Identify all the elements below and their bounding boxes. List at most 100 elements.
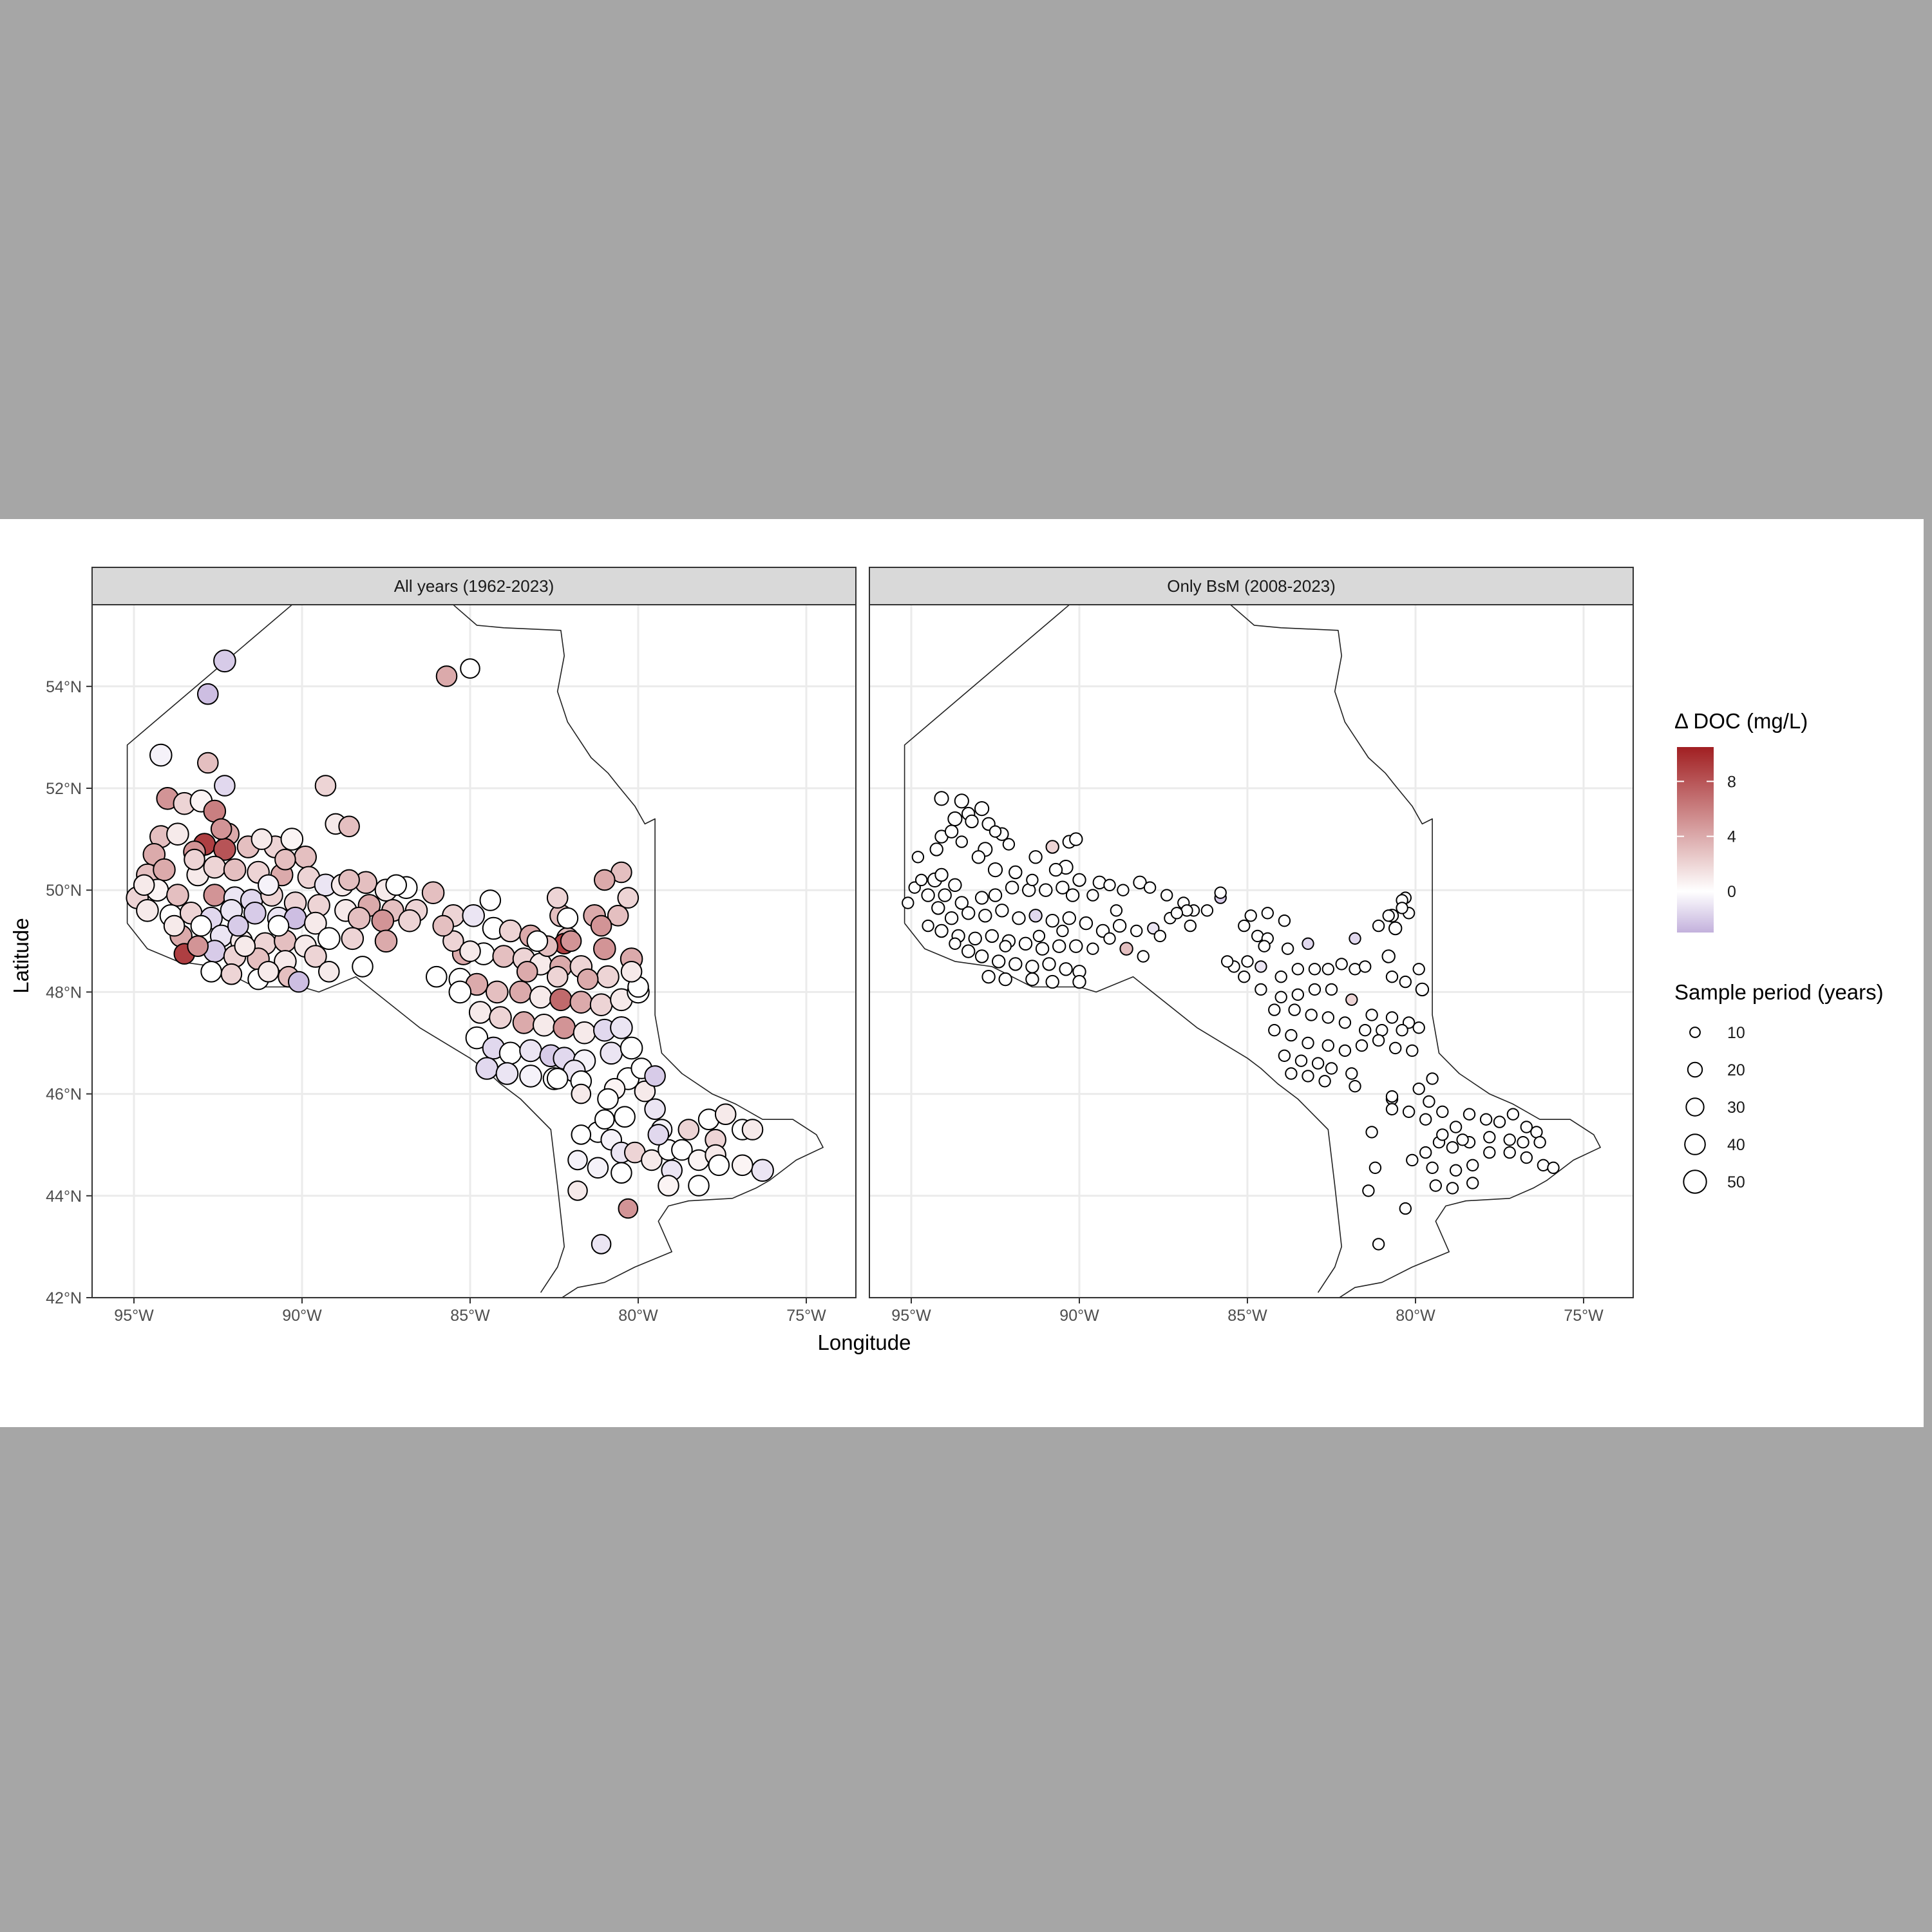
site-point bbox=[1412, 1083, 1425, 1095]
site-point bbox=[1396, 1024, 1408, 1037]
site-point bbox=[931, 901, 945, 915]
size-legend-circle bbox=[1687, 1061, 1703, 1078]
x-tick-label: 85°W bbox=[1227, 1307, 1267, 1325]
panel-all-years: All years (1962-2023) bbox=[91, 567, 857, 1299]
site-point bbox=[1321, 963, 1335, 976]
site-point bbox=[1349, 932, 1361, 945]
site-point bbox=[571, 1124, 592, 1145]
site-point bbox=[475, 1057, 498, 1080]
plot-area-only-bsm bbox=[869, 605, 1633, 1298]
site-point bbox=[961, 906, 976, 920]
site-point bbox=[442, 930, 464, 952]
site-point bbox=[1503, 1146, 1516, 1159]
site-point bbox=[1039, 883, 1053, 897]
site-point bbox=[1255, 983, 1267, 996]
site-point bbox=[948, 878, 962, 892]
site-point bbox=[1045, 840, 1059, 854]
site-point bbox=[1103, 932, 1116, 945]
site-point bbox=[1028, 909, 1043, 923]
site-point bbox=[1028, 850, 1043, 864]
site-point bbox=[1388, 921, 1403, 936]
site-point bbox=[1056, 924, 1069, 938]
site-point bbox=[1278, 1049, 1291, 1062]
site-point bbox=[314, 775, 337, 797]
site-point bbox=[641, 1149, 663, 1171]
site-point bbox=[591, 1234, 612, 1255]
site-point bbox=[955, 835, 969, 848]
site-point bbox=[1035, 942, 1050, 956]
site-point bbox=[988, 888, 1003, 902]
site-point bbox=[220, 963, 243, 985]
site-point bbox=[280, 828, 304, 851]
site-point bbox=[1308, 963, 1321, 976]
site-point bbox=[1389, 1041, 1402, 1055]
site-point bbox=[213, 649, 236, 673]
site-point bbox=[1436, 1128, 1449, 1141]
site-point bbox=[304, 911, 327, 935]
ontario-outline-only-bsm bbox=[904, 605, 1601, 1298]
site-point bbox=[184, 848, 205, 871]
site-point bbox=[492, 945, 516, 968]
site-point bbox=[1308, 983, 1321, 996]
site-point bbox=[741, 1119, 764, 1141]
site-point bbox=[149, 743, 173, 767]
color-legend-title: Δ DOC (mg/L) bbox=[1674, 709, 1808, 733]
site-point bbox=[1238, 919, 1251, 933]
site-point bbox=[1446, 1141, 1459, 1154]
site-point bbox=[1321, 1039, 1335, 1052]
site-point bbox=[274, 848, 296, 871]
site-point bbox=[1368, 1161, 1382, 1174]
site-point bbox=[1221, 955, 1234, 968]
site-point bbox=[1291, 963, 1305, 976]
site-point bbox=[200, 961, 222, 983]
site-point bbox=[267, 914, 290, 937]
x-tick-label: 75°W bbox=[1564, 1307, 1604, 1325]
site-point bbox=[398, 909, 421, 933]
panel-only-bsm: Only BsM (2008-2023) bbox=[869, 567, 1634, 1299]
color-bar-label: 8 bbox=[1727, 773, 1736, 791]
site-point bbox=[1406, 1044, 1419, 1057]
site-point bbox=[1288, 1003, 1301, 1016]
site-point bbox=[1069, 832, 1083, 846]
site-point bbox=[1318, 1075, 1331, 1088]
site-point bbox=[1547, 1161, 1560, 1174]
site-point bbox=[1483, 1146, 1496, 1159]
site-point bbox=[1002, 838, 1016, 851]
strip-all-years bbox=[91, 567, 857, 605]
site-point bbox=[1402, 1105, 1416, 1118]
site-point bbox=[732, 1154, 753, 1177]
site-point bbox=[1200, 904, 1214, 917]
site-point bbox=[999, 940, 1012, 952]
site-point bbox=[318, 961, 340, 983]
site-point bbox=[1359, 960, 1372, 973]
site-point bbox=[549, 988, 573, 1012]
site-point bbox=[987, 862, 1003, 878]
site-point bbox=[288, 971, 310, 993]
site-point bbox=[1372, 919, 1385, 933]
site-point bbox=[1130, 924, 1143, 938]
site-point bbox=[519, 1039, 542, 1063]
site-point bbox=[1147, 922, 1160, 935]
x-axis-title: Longitude bbox=[818, 1331, 911, 1354]
site-point bbox=[922, 919, 934, 933]
x-tick-label: 95°W bbox=[891, 1307, 931, 1325]
site-point bbox=[617, 887, 639, 909]
site-point bbox=[1180, 904, 1193, 917]
site-point bbox=[974, 801, 990, 817]
figure: All years (1962-2023) Only BsM (2008-202… bbox=[0, 519, 1924, 1427]
site-point bbox=[258, 961, 279, 983]
site-point bbox=[516, 961, 538, 983]
site-point bbox=[974, 891, 989, 905]
site-point bbox=[210, 818, 232, 840]
site-point bbox=[1349, 1080, 1361, 1093]
site-point bbox=[1184, 919, 1197, 933]
site-point bbox=[1466, 1177, 1479, 1189]
site-point bbox=[1385, 1090, 1399, 1103]
site-point bbox=[688, 1175, 710, 1197]
site-point bbox=[1517, 1136, 1530, 1149]
site-point bbox=[426, 965, 448, 988]
site-point bbox=[915, 873, 928, 887]
site-point bbox=[1268, 1003, 1281, 1016]
site-point bbox=[1153, 929, 1167, 943]
site-point bbox=[223, 858, 247, 882]
